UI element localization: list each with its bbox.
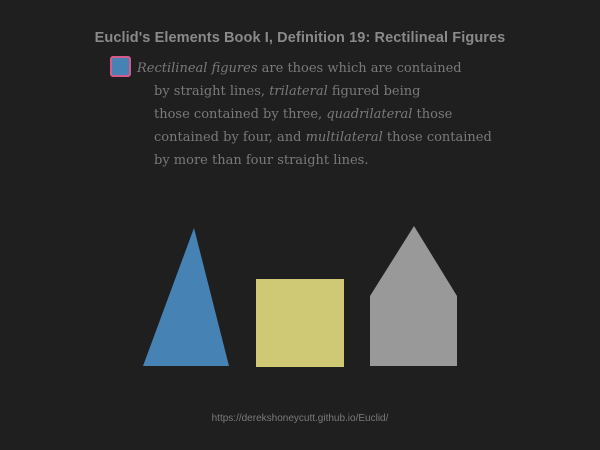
multilateral-pentagon[interactable] — [370, 226, 457, 366]
definition-line-3: those contained by three, quadrilateral … — [154, 107, 453, 122]
definition-line-4: contained by four, and multilateral thos… — [154, 130, 492, 145]
definition-marker-square[interactable] — [110, 56, 131, 77]
quadrilateral-square[interactable] — [256, 279, 344, 367]
term-rectilineal-figures: Rectilineal figures — [137, 61, 258, 76]
definition-line-2: by straight lines, trilateral figured be… — [154, 84, 421, 99]
trilateral-triangle[interactable] — [143, 228, 229, 366]
definition-line-1: Rectilineal figures are thoes which are … — [137, 61, 462, 76]
term-trilateral: trilateral — [269, 84, 328, 99]
definition-text: Rectilineal figures are thoes which are … — [137, 57, 497, 172]
term-multilateral: multilateral — [305, 130, 383, 145]
page-title: Euclid's Elements Book I, Definition 19:… — [94, 30, 506, 46]
definition-line-5: by more than four straight lines. — [154, 153, 369, 168]
term-quadrilateral: quadrilateral — [326, 107, 413, 122]
footer-url[interactable]: https://derekshoneycutt.github.io/Euclid… — [211, 413, 389, 424]
